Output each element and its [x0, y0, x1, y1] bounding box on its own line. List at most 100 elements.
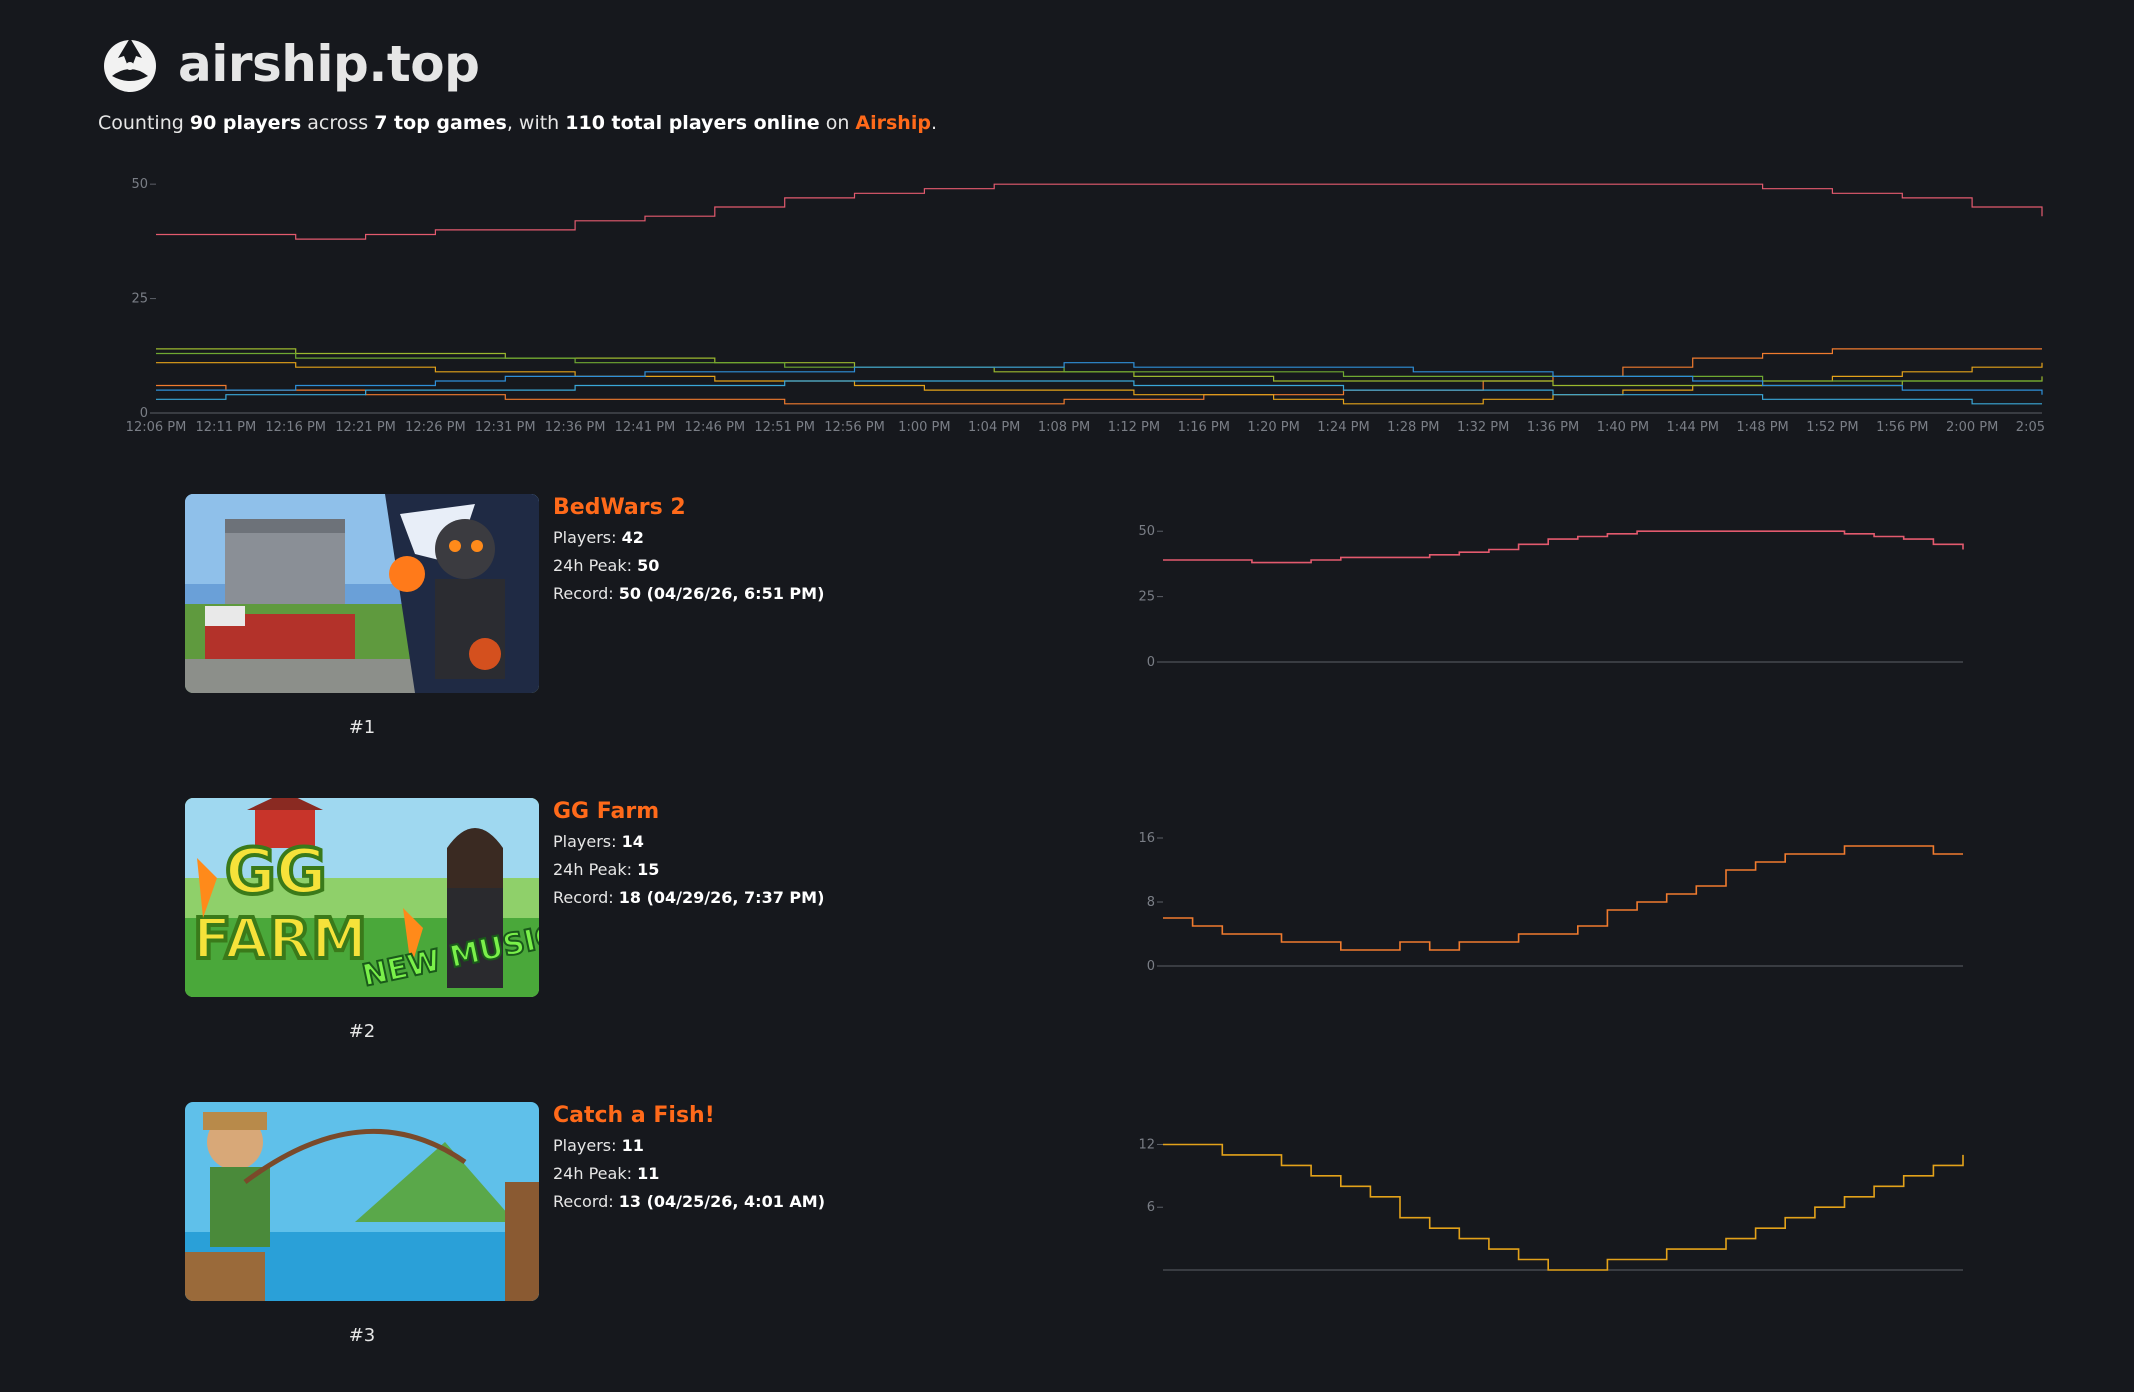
record-label: Record:	[553, 1192, 619, 1211]
record-stat: Record: 13 (04/25/26, 4:01 AM)	[553, 1192, 825, 1211]
x-tick-label: 2:05 PM	[2016, 420, 2050, 435]
players-value: 42	[621, 528, 644, 547]
game-card-catch-a-fish: #3 Catch a Fish! Players: 11 24h Peak: 1…	[185, 1102, 1985, 1392]
site-header: airship.top	[98, 32, 480, 96]
players-value: 14	[621, 832, 644, 851]
players-label: Players:	[553, 832, 622, 851]
record-stat: Record: 18 (04/29/26, 7:37 PM)	[553, 888, 824, 907]
bedwars-2-thumbnail[interactable]	[185, 494, 539, 693]
players-stat: Players: 14	[553, 832, 824, 851]
x-tick-label: 1:00 PM	[898, 420, 950, 435]
main-players-chart: 0 25 50 12:06 PM 12:11 PM 12:16 PM 12:21 PM 12:…	[126, 177, 2050, 435]
record-label: Record:	[553, 584, 619, 603]
series-line-0	[1163, 1143, 1964, 1271]
x-tick-label: 12:26 PM	[405, 420, 466, 435]
summary-total: 110 total players online	[565, 112, 820, 134]
airship-logo-icon[interactable]	[98, 32, 162, 96]
x-tick-label: 12:46 PM	[684, 420, 745, 435]
record-label: Record:	[553, 888, 619, 907]
x-tick-label: 1:52 PM	[1806, 420, 1858, 435]
summary-games: 7 top games	[374, 112, 507, 134]
record-value: 50 (04/26/26, 6:51 PM)	[618, 584, 825, 603]
rank-label: #1	[348, 717, 376, 738]
game-title-link[interactable]: Catch a Fish!	[553, 1103, 715, 1128]
x-tick-label: 1:36 PM	[1527, 420, 1579, 435]
peak-value: 15	[637, 860, 660, 879]
x-tick-label: 1:28 PM	[1387, 420, 1439, 435]
x-tick-label: 1:56 PM	[1876, 420, 1928, 435]
x-tick-label: 1:40 PM	[1597, 420, 1649, 435]
record-value: 13 (04/25/26, 4:01 AM)	[618, 1192, 826, 1211]
game-title-link[interactable]: GG Farm	[553, 799, 660, 824]
x-tick-label: 1:20 PM	[1247, 420, 1299, 435]
game-info: GG Farm Players: 14 24h Peak: 15 Record:…	[553, 798, 824, 916]
site-title[interactable]: airship.top	[178, 35, 480, 93]
x-tick-label: 12:41 PM	[615, 420, 676, 435]
series-line-5	[156, 362, 2043, 395]
gg-farm-thumbnail[interactable]: GG FARM NEW MUSIC!	[185, 798, 539, 997]
summary-suffix: .	[930, 112, 937, 134]
peak-stat: 24h Peak: 15	[553, 860, 824, 879]
x-tick-label: 12:31 PM	[475, 420, 536, 435]
x-tick-label: 1:04 PM	[968, 420, 1020, 435]
y-tick-label: 8	[1147, 895, 1155, 910]
peak-label: 24h Peak:	[553, 860, 638, 879]
svg-text:GG: GG	[225, 835, 327, 908]
x-tick-label: 12:06 PM	[126, 420, 187, 435]
x-tick-label: 1:32 PM	[1457, 420, 1509, 435]
airship-link[interactable]: Airship	[855, 112, 931, 134]
catch-a-fish-thumbnail[interactable]	[185, 1102, 539, 1301]
x-tick-label: 1:44 PM	[1667, 420, 1719, 435]
y-tick-label: 50	[131, 177, 148, 192]
series-line-2	[156, 362, 2043, 405]
peak-stat: 24h Peak: 11	[553, 1164, 825, 1183]
rank-label: #3	[348, 1325, 376, 1346]
rank-label: #2	[348, 1021, 376, 1042]
x-tick-label: 2:00 PM	[1946, 420, 1998, 435]
summary-text: Counting 90 players across 7 top games, …	[98, 112, 937, 134]
record-stat: Record: 50 (04/26/26, 6:51 PM)	[553, 584, 824, 603]
series-line-1	[156, 348, 2042, 405]
series-line-0	[1163, 530, 1964, 564]
series-line-0	[156, 183, 2043, 240]
x-tick-label: 1:48 PM	[1736, 420, 1788, 435]
players-value: 11	[621, 1136, 644, 1155]
x-tick-label: 12:11 PM	[196, 420, 257, 435]
summary-prefix: Counting	[98, 112, 190, 134]
catch-a-fish-players-chart: 6 12	[1138, 1137, 1964, 1271]
game-info: BedWars 2 Players: 42 24h Peak: 50 Recor…	[553, 494, 824, 612]
series-line-6	[156, 380, 2042, 405]
y-tick-label: 50	[1138, 524, 1155, 539]
y-tick-label: 25	[1138, 590, 1155, 605]
peak-value: 50	[637, 556, 660, 575]
players-stat: Players: 11	[553, 1136, 825, 1155]
record-value: 18 (04/29/26, 7:37 PM)	[618, 888, 825, 907]
series-line-0	[1163, 845, 1963, 951]
y-tick-label: 0	[1147, 655, 1155, 670]
x-tick-label: 1:16 PM	[1178, 420, 1230, 435]
game-card-gg-farm: GG FARM NEW MUSIC! #2 GG Farm Players: 1…	[185, 798, 1985, 1088]
gg-farm-players-chart: 0 8 16	[1138, 831, 1963, 974]
summary-mid3: on	[819, 112, 856, 134]
game-card-bedwars-2: #1 BedWars 2 Players: 42 24h Peak: 50 Re…	[185, 494, 1985, 784]
x-tick-label: 12:36 PM	[545, 420, 606, 435]
summary-mid2: , with	[506, 112, 566, 134]
game-title-link[interactable]: BedWars 2	[553, 495, 686, 520]
bedwars-2-players-chart: 0 25 50	[1138, 524, 1964, 670]
series-line-3	[156, 348, 2043, 387]
series-line-4	[156, 352, 2042, 382]
x-tick-label: 1:08 PM	[1038, 420, 1090, 435]
x-tick-label: 12:21 PM	[335, 420, 396, 435]
x-tick-label: 1:12 PM	[1108, 420, 1160, 435]
x-tick-label: 12:16 PM	[265, 420, 326, 435]
y-tick-label: 6	[1147, 1200, 1155, 1215]
peak-value: 11	[637, 1164, 660, 1183]
y-tick-label: 16	[1138, 831, 1155, 846]
peak-label: 24h Peak:	[553, 1164, 638, 1183]
summary-mid1: across	[301, 112, 375, 134]
players-stat: Players: 42	[553, 528, 824, 547]
y-tick-label: 0	[140, 406, 148, 421]
x-tick-label: 12:51 PM	[754, 420, 815, 435]
peak-stat: 24h Peak: 50	[553, 556, 824, 575]
players-label: Players:	[553, 1136, 622, 1155]
